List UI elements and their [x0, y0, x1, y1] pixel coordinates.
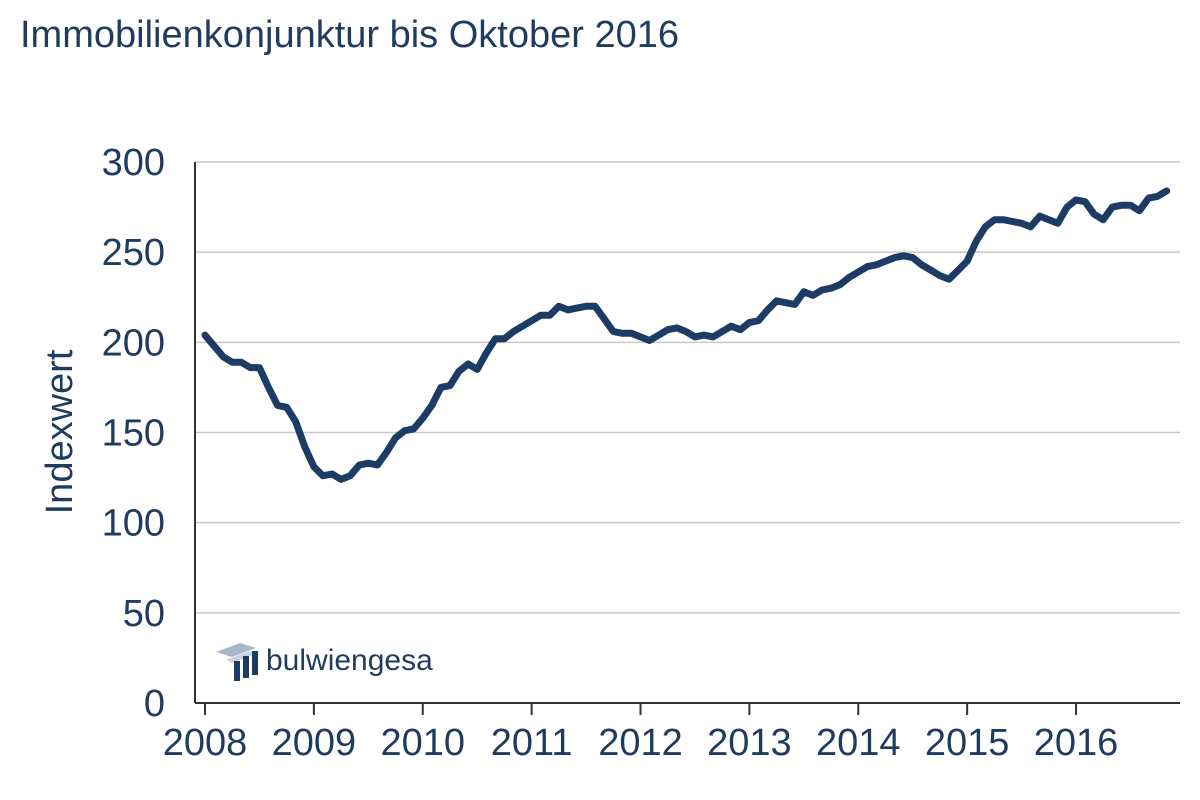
x-tick-label: 2016 — [1034, 722, 1119, 764]
y-tick-label: 0 — [144, 683, 165, 725]
x-tick-label: 2008 — [163, 722, 248, 764]
logo-mark-top — [216, 643, 256, 657]
x-tick-label: 2012 — [598, 722, 683, 764]
chart-title: Immobilienkonjunktur bis Oktober 2016 — [20, 14, 680, 56]
logo-mark-middle — [226, 651, 256, 663]
x-axis: 2008 2009 2010 2011 2012 2013 2014 2015 2016 — [163, 702, 1180, 764]
series-group — [201, 187, 1171, 483]
bulwiengesa-logo-icon — [216, 643, 258, 681]
logo-mark-bar-3 — [252, 651, 258, 675]
y-tick-label: 100 — [102, 503, 165, 545]
x-tick-label: 2013 — [707, 722, 792, 764]
grid-lines — [195, 161, 1180, 614]
x-tick-label: 2009 — [272, 722, 357, 764]
x-tick-label: 2014 — [816, 722, 901, 764]
y-tick-label: 150 — [102, 413, 165, 455]
bulwiengesa-logo-text: bulwiengesa — [266, 644, 433, 677]
y-axis-title: Indexwert — [39, 349, 81, 514]
logo-mark-bar-1 — [234, 661, 240, 681]
x-tick-label: 2015 — [925, 722, 1010, 764]
y-axis: 0 50 100 150 200 250 300 — [102, 142, 196, 725]
y-tick-label: 50 — [123, 593, 165, 635]
y-tick-label: 200 — [102, 322, 165, 364]
x-tick-label: 2011 — [491, 722, 573, 764]
series-line — [201, 187, 1171, 483]
x-tick-label: 2010 — [380, 722, 465, 764]
logo-mark-bar-2 — [243, 656, 249, 678]
y-tick-label: 300 — [102, 142, 165, 184]
y-tick-label: 250 — [102, 232, 165, 274]
bulwiengesa-logo: bulwiengesa — [216, 643, 433, 681]
